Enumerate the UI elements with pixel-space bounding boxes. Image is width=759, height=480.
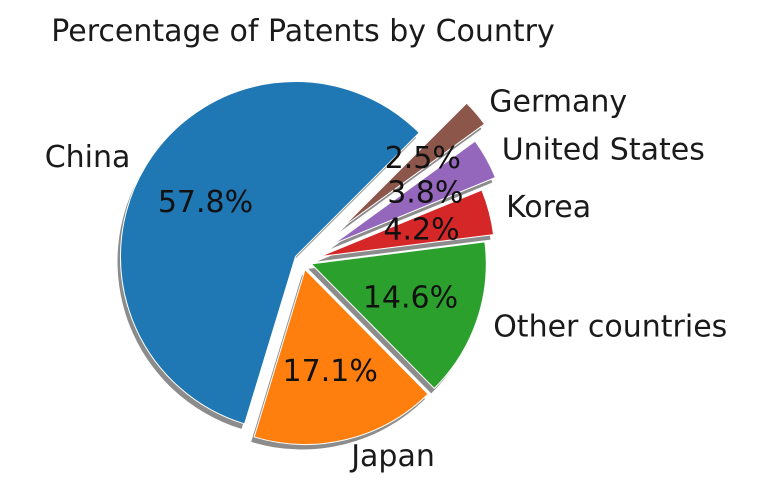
pie-slice-japan [253,268,429,445]
pie-slice-china [120,81,420,425]
percent-label-united-states: 3.8% [387,175,463,210]
slice-label-other-countries: Other countries [493,309,727,344]
percent-label-china: 57.8% [158,185,253,220]
percent-label-japan: 17.1% [283,354,378,389]
pie-slice-united-states [333,140,496,245]
slice-layer [120,81,496,445]
pie-slice-other-countries [310,241,487,389]
pie-slice-korea [319,189,495,258]
label-layer: China 57.8% Japan 17.1% Other countries 14.6%… [45,84,728,474]
percent-label-korea: 4.2% [383,212,459,247]
chart-title: Percentage of Patents by Country [51,14,555,49]
percent-label-other-countries: 14.6% [363,281,458,316]
slice-label-japan: Japan [349,439,435,474]
slice-label-korea: Korea [506,190,591,225]
slice-label-china: China [45,140,131,175]
pie-slice-germany [342,102,485,228]
percent-label-germany: 2.5% [385,141,461,176]
slice-label-germany: Germany [489,84,627,119]
slice-label-united-states: United States [502,133,705,168]
